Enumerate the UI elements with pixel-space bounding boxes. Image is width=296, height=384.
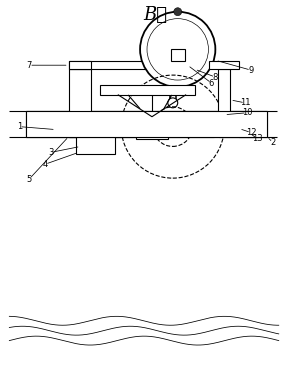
Text: 9: 9 xyxy=(248,66,254,74)
Bar xyxy=(163,55,181,69)
Bar xyxy=(26,111,267,137)
Text: 3: 3 xyxy=(48,148,54,157)
Text: 6: 6 xyxy=(209,79,214,88)
Bar xyxy=(142,117,162,134)
Bar xyxy=(218,69,230,115)
Bar xyxy=(69,115,123,137)
Bar xyxy=(100,85,194,95)
Text: 10: 10 xyxy=(242,108,252,117)
Circle shape xyxy=(174,8,182,16)
Text: 5: 5 xyxy=(27,175,32,184)
Bar xyxy=(69,61,91,69)
Text: 2: 2 xyxy=(270,138,276,147)
Bar xyxy=(69,61,209,69)
Text: B向: B向 xyxy=(143,6,167,24)
Text: 8: 8 xyxy=(213,73,218,81)
Text: 13: 13 xyxy=(252,134,262,143)
Circle shape xyxy=(140,12,215,87)
Text: 4: 4 xyxy=(42,160,48,169)
Text: 7: 7 xyxy=(26,61,32,70)
Bar xyxy=(181,58,188,66)
Bar xyxy=(76,137,115,154)
Bar xyxy=(219,115,239,137)
Bar xyxy=(241,117,259,132)
Bar xyxy=(69,69,91,137)
Bar xyxy=(171,50,185,61)
Text: 12: 12 xyxy=(246,128,256,137)
Text: 1: 1 xyxy=(17,122,22,131)
Bar xyxy=(136,132,168,139)
Circle shape xyxy=(168,98,178,108)
Bar xyxy=(209,61,239,69)
Text: 11: 11 xyxy=(240,98,250,108)
